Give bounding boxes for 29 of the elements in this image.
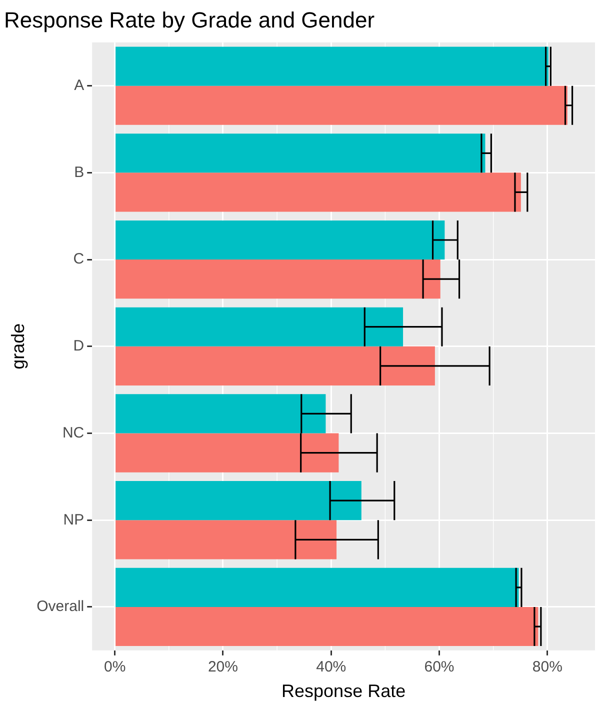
bar bbox=[116, 346, 435, 386]
bar bbox=[116, 481, 362, 520]
y-tick-label: A bbox=[74, 76, 84, 94]
y-tick-label: B bbox=[74, 164, 84, 181]
y-tick-label: Overall bbox=[36, 598, 84, 616]
y-tick-label: NC bbox=[62, 424, 84, 442]
bar bbox=[116, 260, 440, 299]
x-tick-label: 60% bbox=[424, 658, 454, 676]
chart-title: Response Rate by Grade and Gender bbox=[4, 7, 375, 32]
x-tick-label: 20% bbox=[208, 658, 238, 676]
x-tick-label: 40% bbox=[316, 658, 346, 676]
bar bbox=[116, 307, 404, 346]
bar bbox=[116, 220, 445, 260]
y-tick-label: D bbox=[73, 338, 84, 355]
y-axis-title: grade bbox=[8, 323, 28, 370]
bar bbox=[116, 172, 521, 212]
bar bbox=[116, 433, 339, 472]
bar bbox=[116, 394, 326, 434]
x-tick-label: 0% bbox=[104, 658, 126, 676]
bar bbox=[116, 568, 519, 607]
bar bbox=[116, 520, 337, 560]
bar bbox=[116, 134, 486, 173]
y-tick-label: NP bbox=[63, 511, 84, 528]
bar bbox=[116, 46, 548, 86]
x-axis-title: Response Rate bbox=[282, 681, 406, 702]
bar bbox=[116, 86, 568, 125]
x-tick-label: 80% bbox=[532, 658, 562, 676]
y-tick-label: C bbox=[73, 250, 84, 268]
bar bbox=[116, 606, 538, 646]
